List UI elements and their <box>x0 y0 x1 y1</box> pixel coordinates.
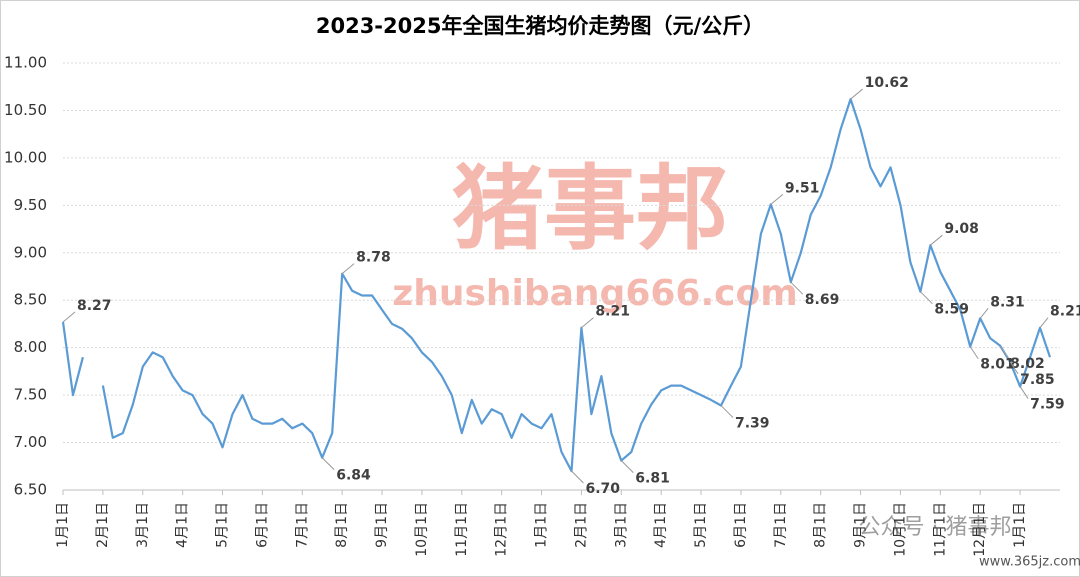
label-leader <box>979 307 989 319</box>
data-label: 7.39 <box>735 416 770 432</box>
label-leader <box>581 317 594 329</box>
y-tick-label: 11.00 <box>4 54 47 72</box>
watermark: 猪事邦 <box>452 155 728 262</box>
watermark: zhushibang666.com <box>392 273 797 314</box>
label-leader <box>62 311 76 323</box>
x-tick-label: 10月1日 <box>414 502 430 557</box>
x-tick-label: 9月1日 <box>853 502 869 548</box>
y-tick-label: 7.00 <box>14 433 47 451</box>
y-tick-label: 8.50 <box>14 291 47 309</box>
data-label: 6.84 <box>336 468 371 484</box>
x-tick-label: 8月1日 <box>334 502 350 548</box>
x-tick-label: 5月1日 <box>693 502 709 548</box>
label-leader <box>770 194 784 205</box>
y-tick-label: 9.00 <box>14 243 47 261</box>
data-label: 6.70 <box>585 481 620 497</box>
x-tick-label: 7月1日 <box>294 502 310 548</box>
y-tick-label: 9.50 <box>14 196 47 214</box>
x-tick-label: 6月1日 <box>733 502 749 548</box>
y-tick-label: 7.50 <box>14 386 47 404</box>
label-leader <box>920 291 933 305</box>
x-tick-label: 11月1日 <box>932 502 948 557</box>
label-leader <box>720 405 734 418</box>
x-tick-label: 11月1日 <box>454 502 470 557</box>
y-tick-label: 8.00 <box>14 338 47 356</box>
data-label: 8.01 <box>980 357 1015 373</box>
label-leader <box>790 281 804 295</box>
data-label: 8.69 <box>805 292 840 308</box>
data-label: 8.59 <box>934 302 969 318</box>
x-tick-label: 5月1日 <box>215 502 231 548</box>
label-leader <box>850 88 863 100</box>
data-label: 7.85 <box>1020 372 1055 388</box>
label-leader <box>321 457 335 471</box>
data-label: 6.81 <box>635 471 670 487</box>
x-tick-label: 1月1日 <box>534 502 550 548</box>
x-tick-label: 4月1日 <box>175 502 191 548</box>
label-leader <box>1009 361 1019 375</box>
label-leader <box>969 346 979 359</box>
x-tick-label: 12月1日 <box>494 502 510 557</box>
data-label: 10.62 <box>865 75 909 91</box>
y-tick-label: 10.50 <box>4 101 47 119</box>
watermark: 公众号 · 猪事邦 <box>859 515 1012 540</box>
x-tick-label: 3月1日 <box>613 502 629 548</box>
data-label: 9.08 <box>944 221 979 237</box>
data-label: 7.59 <box>1030 397 1065 413</box>
x-tick-label: 6月1日 <box>254 502 270 548</box>
x-tick-label: 10月1日 <box>892 502 908 557</box>
label-leader <box>930 234 943 246</box>
x-tick-label: 4月1日 <box>653 502 669 548</box>
data-label: 8.21 <box>595 304 630 320</box>
x-tick-label: 9月1日 <box>374 502 390 548</box>
label-leader <box>620 460 634 473</box>
y-tick-label: 6.50 <box>14 481 47 499</box>
data-label: 8.27 <box>77 298 112 314</box>
x-tick-label: 3月1日 <box>135 502 151 548</box>
x-tick-label: 1月1日 <box>1012 502 1028 548</box>
label-leader <box>999 345 1009 359</box>
label-leader <box>341 263 355 275</box>
x-tick-label: 2月1日 <box>573 502 589 548</box>
label-leader <box>571 470 584 484</box>
line-series <box>61 321 84 397</box>
data-label: 9.51 <box>785 180 820 196</box>
data-label: 8.78 <box>356 250 391 266</box>
y-tick-label: 10.00 <box>4 148 47 166</box>
line-series <box>101 98 1052 473</box>
x-tick-label: 1月1日 <box>55 502 71 548</box>
data-label: 8.02 <box>1010 356 1045 372</box>
x-tick-label: 8月1日 <box>813 502 829 548</box>
x-tick-label: 12月1日 <box>972 502 988 557</box>
x-tick-label: 7月1日 <box>773 502 789 548</box>
chart-title: 2023-2025年全国生猪均价走势图（元/公斤） <box>316 14 764 38</box>
label-leader <box>1019 386 1029 399</box>
data-label: 8.21 <box>1050 304 1080 320</box>
label-leader <box>1039 317 1049 329</box>
watermark: www.365jz.com <box>979 555 1080 570</box>
x-tick-label: 2月1日 <box>95 502 111 548</box>
data-label: 8.31 <box>990 294 1025 310</box>
